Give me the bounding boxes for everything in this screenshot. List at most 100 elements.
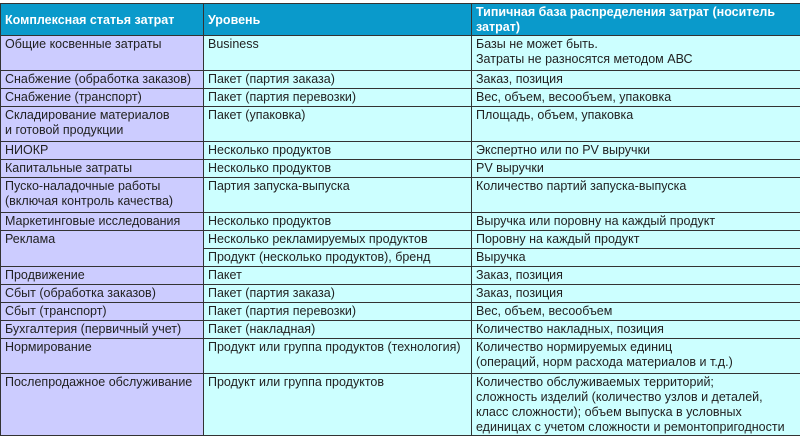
cell-text-line: Маркетинговые исследования [5, 214, 199, 229]
cost-item-cell: Бухгалтерия (первичный учет) [1, 321, 204, 339]
allocation-base-cell: Количество партий запуска-выпуска [472, 178, 800, 213]
table-row: Сбыт (транспорт) Пакет (партия перевозки)… [1, 303, 800, 321]
cell-text-line: Нормирование [5, 340, 199, 355]
allocation-base-cell: Количество нормируемых единиц(операций, … [472, 339, 800, 374]
cost-item-cell: Снабжение (обработка заказов) [1, 71, 204, 89]
cell-text-line: Поровну на каждый продукт [476, 232, 796, 247]
table-row: Снабжение (обработка заказов) Пакет (парт… [1, 71, 800, 89]
allocation-base-cell: Выручка или поровну на каждый продукт [472, 213, 800, 231]
level-cell: Продукт или группа продуктов (технология… [204, 339, 472, 374]
cost-item-cell: Общие косвенные затраты [1, 36, 204, 71]
cell-text-line: Вес, объем, весообъем [476, 304, 796, 319]
cell-text-line: Затраты не разносятся методом АВС [476, 52, 796, 67]
cell-text-line: Вес, объем, весообъем, упаковка [476, 90, 796, 105]
cell-text-line: Выручка или поровну на каждый продукт [476, 214, 796, 229]
cell-text-line: Заказ, позиция [476, 72, 796, 87]
level-cell: Пакет (накладная) [204, 321, 472, 339]
allocation-base-cell: Вес, объем, весообъем, упаковка [472, 89, 800, 107]
cost-item-cell: Сбыт (обработка заказов) [1, 285, 204, 303]
table-row: Общие косвенные затраты Business Базы не м… [1, 36, 800, 71]
cell-text-line: Продвижение [5, 268, 199, 283]
cell-text-line: Несколько рекламируемых продуктов [208, 232, 467, 247]
header-row: Комплексная статья затрат Уровень Типичн… [1, 4, 800, 36]
cell-text-line: Пакет (партия перевозки) [208, 304, 467, 319]
header-level: Уровень [204, 4, 472, 36]
cell-text-line: (включая контроль качества) [5, 194, 199, 209]
level-cell: Пакет (упаковка) [204, 107, 472, 142]
table-row: Снабжение (транспорт) Пакет (партия перев… [1, 89, 800, 107]
cell-text-line: Снабжение (обработка заказов) [5, 72, 199, 87]
cell-text-line: Продукт или группа продуктов [208, 375, 467, 390]
cell-text-line: Площадь, объем, упаковка [476, 108, 796, 123]
level-cell: Пакет (партия перевозки) [204, 89, 472, 107]
level-cell: Пакет [204, 267, 472, 285]
cost-item-cell: Послепродажное обслуживание [1, 374, 204, 436]
cell-text-line: Несколько продуктов [208, 214, 467, 229]
cell-text-line: Пуско-наладочные работы [5, 179, 199, 194]
cell-text-line: сложность изделий (количество узлов и де… [476, 390, 796, 405]
cost-item-cell: Маркетинговые исследования [1, 213, 204, 231]
cell-text-line: Пакет (партия заказа) [208, 286, 467, 301]
table-row: Послепродажное обслуживание Продукт или г… [1, 374, 800, 436]
cell-text-line: единицах с учетом сложности и ремонтопри… [476, 420, 796, 435]
cell-text-line: Послепродажное обслуживание [5, 375, 199, 390]
cell-text-line: Количество обслуживаемых территорий; [476, 375, 796, 390]
cell-text-line: Продукт (несколько продуктов), бренд [208, 250, 467, 265]
cell-text-line: Пакет (партия перевозки) [208, 90, 467, 105]
allocation-base-cell: Базы не может быть.Затраты не разносятся… [472, 36, 800, 71]
cell-text-line: Продукт или группа продуктов (технология… [208, 340, 467, 355]
level-cell: Несколько продуктов [204, 160, 472, 178]
cell-text-line: Выручка [476, 250, 796, 265]
cell-text-line: (операций, норм расхода материалов и т.д… [476, 355, 796, 370]
level-cell: Business [204, 36, 472, 71]
cell-text-line: Пакет (партия заказа) [208, 72, 467, 87]
cell-text-line: Пакет [208, 268, 467, 283]
allocation-base-cell: Заказ, позиция [472, 71, 800, 89]
level-cell: Несколько продуктов [204, 142, 472, 160]
cell-text-line: Складирование материалов [5, 108, 199, 123]
cell-text-line: НИОКР [5, 143, 199, 158]
allocation-base-cell: Заказ, позиция [472, 285, 800, 303]
level-cell: Пакет (партия заказа) [204, 285, 472, 303]
cell-text-line: Сбыт (транспорт) [5, 304, 199, 319]
cell-text-line: Партия запуска-выпуска [208, 179, 467, 194]
allocation-base-cell: Площадь, объем, упаковка [472, 107, 800, 142]
allocation-base-cell: Выручка [472, 249, 800, 267]
table-row: Продвижение Пакет Заказ, позиция [1, 267, 800, 285]
cost-item-cell: Сбыт (транспорт) [1, 303, 204, 321]
table-row: Пуско-наладочные работы(включая контроль… [1, 178, 800, 213]
cell-text-line: Пакет (накладная) [208, 322, 467, 337]
cell-text-line: Базы не может быть. [476, 37, 796, 52]
level-cell: Партия запуска-выпуска [204, 178, 472, 213]
cell-text-line: Общие косвенные затраты [5, 37, 199, 52]
cell-text-line: Количество нормируемых единиц [476, 340, 796, 355]
cell-text-line: Снабжение (транспорт) [5, 90, 199, 105]
allocation-base-cell: Экспертно или по PV выручки [472, 142, 800, 160]
allocation-base-cell: PV выручки [472, 160, 800, 178]
level-cell: Продукт (несколько продуктов), бренд [204, 249, 472, 267]
table-row: Капитальные затраты Несколько продуктов PV… [1, 160, 800, 178]
cell-text-line: Несколько продуктов [208, 161, 467, 176]
header-cost-item: Комплексная статья затрат [1, 4, 204, 36]
cost-item-cell: Пуско-наладочные работы(включая контроль… [1, 178, 204, 213]
cell-text-line: Капитальные затраты [5, 161, 199, 176]
cost-item-cell: Капитальные затраты [1, 160, 204, 178]
cost-allocation-table: Комплексная статья затрат Уровень Типичн… [0, 3, 800, 436]
cell-text-line: Сбыт (обработка заказов) [5, 286, 199, 301]
cell-text-line: Пакет (упаковка) [208, 108, 467, 123]
cell-text-line: Экспертно или по PV выручки [476, 143, 796, 158]
allocation-base-cell: Заказ, позиция [472, 267, 800, 285]
cell-text-line: и готовой продукции [5, 123, 199, 138]
table-row: Маркетинговые исследования Несколько прод… [1, 213, 800, 231]
table-row: Бухгалтерия (первичный учет) Пакет (накла… [1, 321, 800, 339]
cell-text-line: Количество партий запуска-выпуска [476, 179, 796, 194]
cell-text-line: PV выручки [476, 161, 796, 176]
cell-text-line: Заказ, позиция [476, 286, 796, 301]
cell-text-line: Business [208, 37, 467, 52]
cell-text-line: класс сложности); объем выпуска в условн… [476, 405, 796, 420]
level-cell: Несколько рекламируемых продуктов [204, 231, 472, 249]
cost-item-cell: Нормирование [1, 339, 204, 374]
cost-item-cell: НИОКР [1, 142, 204, 160]
